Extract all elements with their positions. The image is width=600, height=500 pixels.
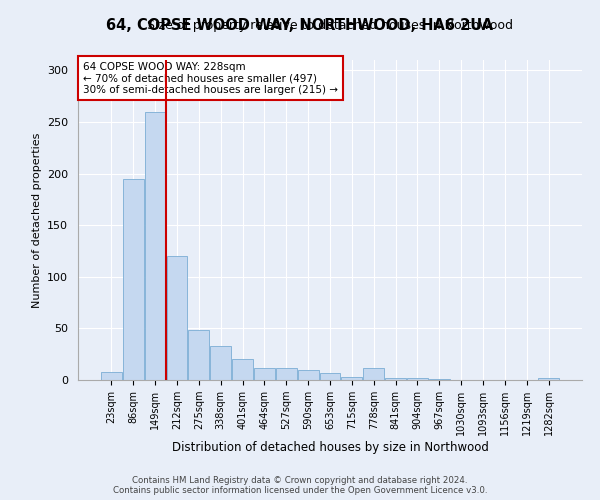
Bar — [167, 256, 187, 380]
Bar — [341, 377, 362, 380]
Text: Contains HM Land Registry data © Crown copyright and database right 2024.
Contai: Contains HM Land Registry data © Crown c… — [113, 476, 487, 495]
Bar — [210, 346, 231, 380]
Bar — [254, 368, 275, 380]
X-axis label: Distribution of detached houses by size in Northwood: Distribution of detached houses by size … — [172, 441, 488, 454]
Title: Size of property relative to detached houses in Northwood: Size of property relative to detached ho… — [147, 20, 513, 32]
Text: 64, COPSE WOOD WAY, NORTHWOOD, HA6 2UA: 64, COPSE WOOD WAY, NORTHWOOD, HA6 2UA — [106, 18, 494, 32]
Bar — [101, 372, 122, 380]
Bar — [364, 368, 384, 380]
Bar — [538, 378, 559, 380]
Bar — [298, 370, 319, 380]
Bar — [276, 368, 296, 380]
Y-axis label: Number of detached properties: Number of detached properties — [32, 132, 41, 308]
Bar — [123, 178, 143, 380]
Bar — [407, 378, 428, 380]
Bar — [385, 378, 406, 380]
Bar — [145, 112, 166, 380]
Bar — [320, 373, 340, 380]
Bar — [429, 379, 450, 380]
Bar — [232, 360, 253, 380]
Bar — [188, 330, 209, 380]
Text: 64 COPSE WOOD WAY: 228sqm
← 70% of detached houses are smaller (497)
30% of semi: 64 COPSE WOOD WAY: 228sqm ← 70% of detac… — [83, 62, 338, 95]
